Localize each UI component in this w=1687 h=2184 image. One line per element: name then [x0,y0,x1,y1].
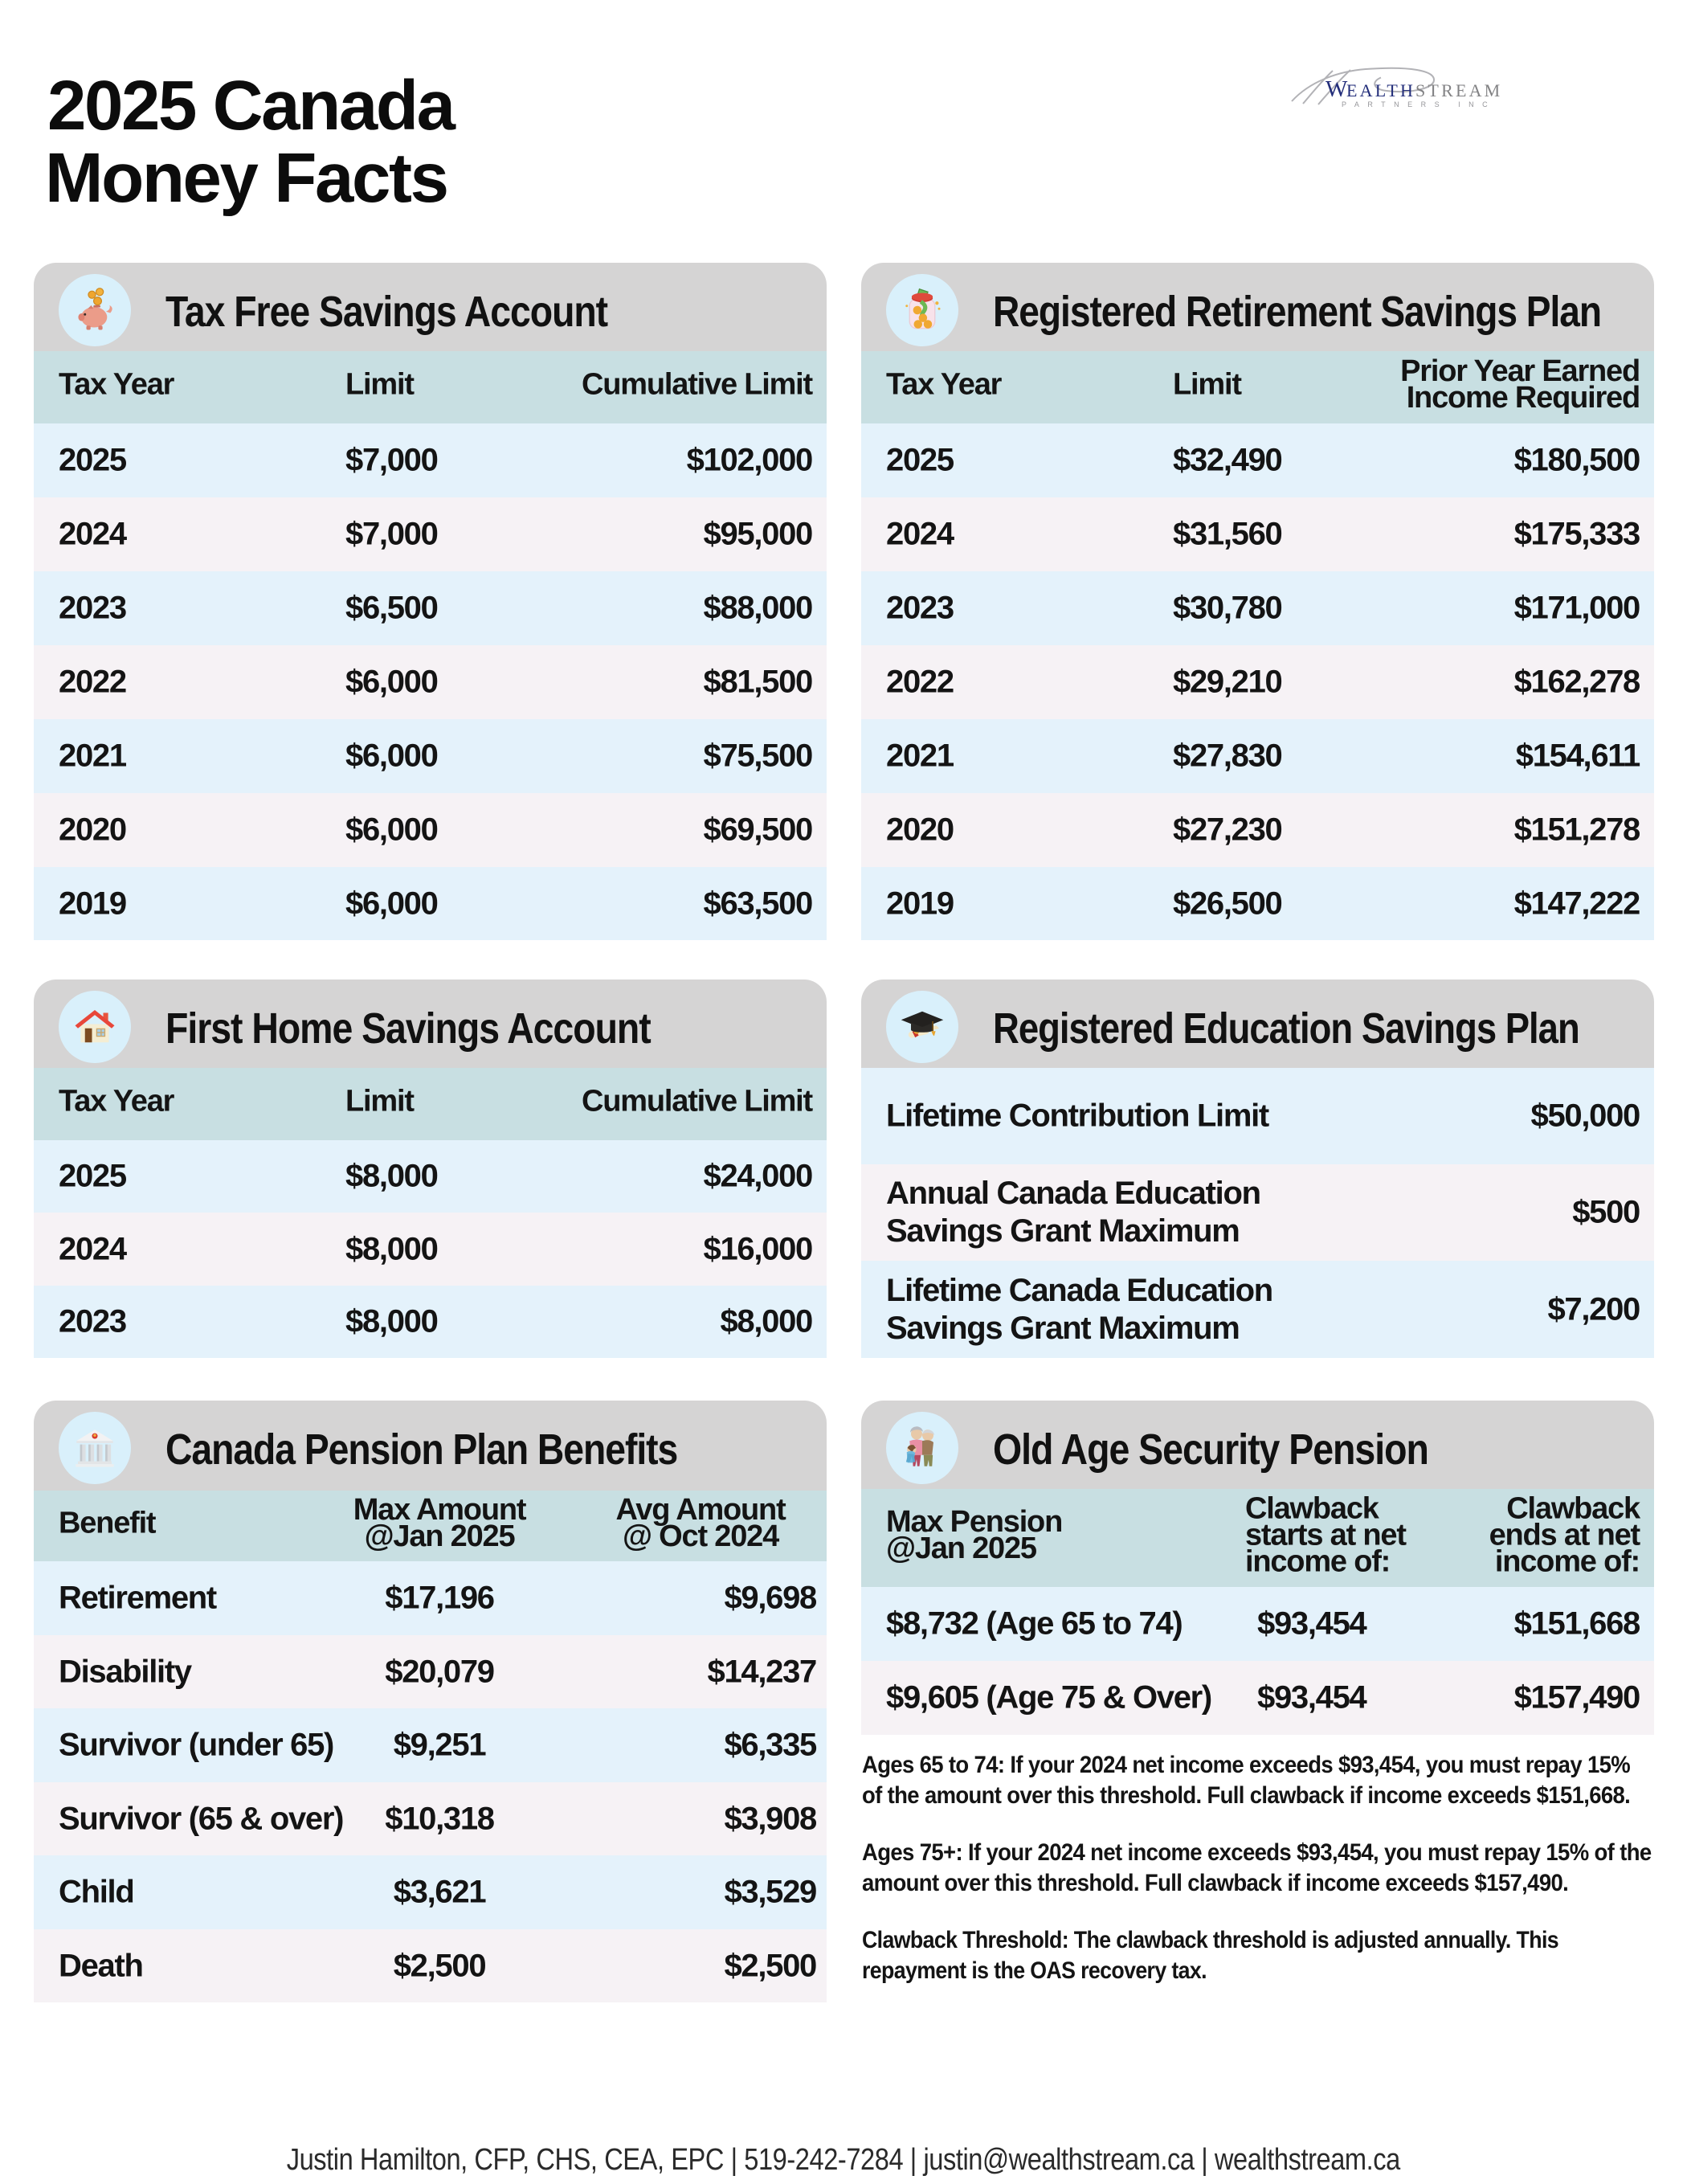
svg-text:EALTH: EALTH [1346,80,1415,100]
svg-text:W: W [1326,76,1348,102]
svg-text:STREAM: STREAM [1415,80,1502,100]
svg-text:PARTNERS INC: PARTNERS INC [1342,100,1496,108]
